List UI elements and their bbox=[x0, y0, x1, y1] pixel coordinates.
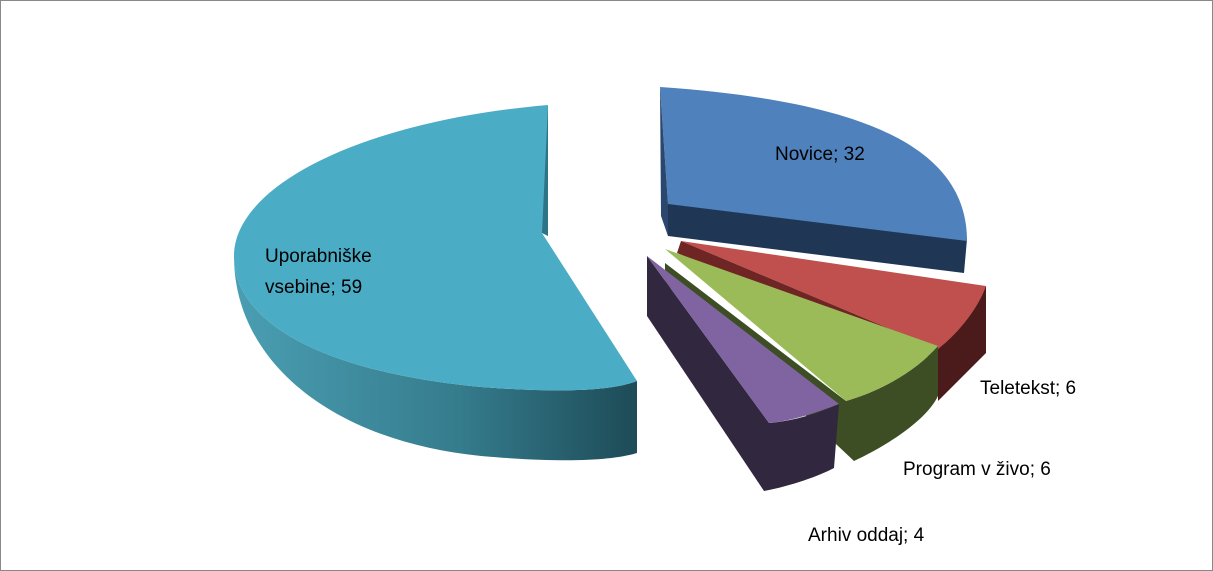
slice-program-v-zivo bbox=[665, 249, 938, 461]
slice-uporabniske-vsebine-top bbox=[234, 105, 637, 391]
slice-novice bbox=[660, 87, 967, 273]
data-label-novice: Novice; 32 bbox=[775, 144, 865, 165]
slice-program-v-zivo-top bbox=[665, 249, 938, 401]
slice-teletekst-wall bbox=[938, 286, 986, 401]
slice-arhiv-oddaj-top bbox=[647, 256, 839, 423]
data-label-uporabniske-vsebine-line2: vsebine; 59 bbox=[265, 277, 362, 298]
data-label-program-v-zivo: Program v živo; 6 bbox=[903, 459, 1051, 480]
slice-arhiv-oddaj bbox=[647, 256, 839, 491]
data-label-uporabniske-vsebine-line1: Uporabniške bbox=[265, 246, 372, 267]
slice-uporabniske-vsebine-wall bbox=[234, 256, 637, 461]
slice-novice-edge bbox=[660, 87, 668, 236]
data-label-teletekst: Teletekst; 6 bbox=[980, 378, 1076, 399]
slice-novice-top bbox=[660, 87, 967, 241]
slice-arhiv-oddaj-wall bbox=[647, 256, 839, 491]
slice-program-v-zivo-wall bbox=[665, 263, 938, 461]
slice-uporabniske-vsebine bbox=[234, 105, 637, 461]
data-label-arhiv-oddaj: Arhiv oddaj; 4 bbox=[808, 525, 925, 546]
slice-teletekst-top bbox=[681, 241, 986, 349]
